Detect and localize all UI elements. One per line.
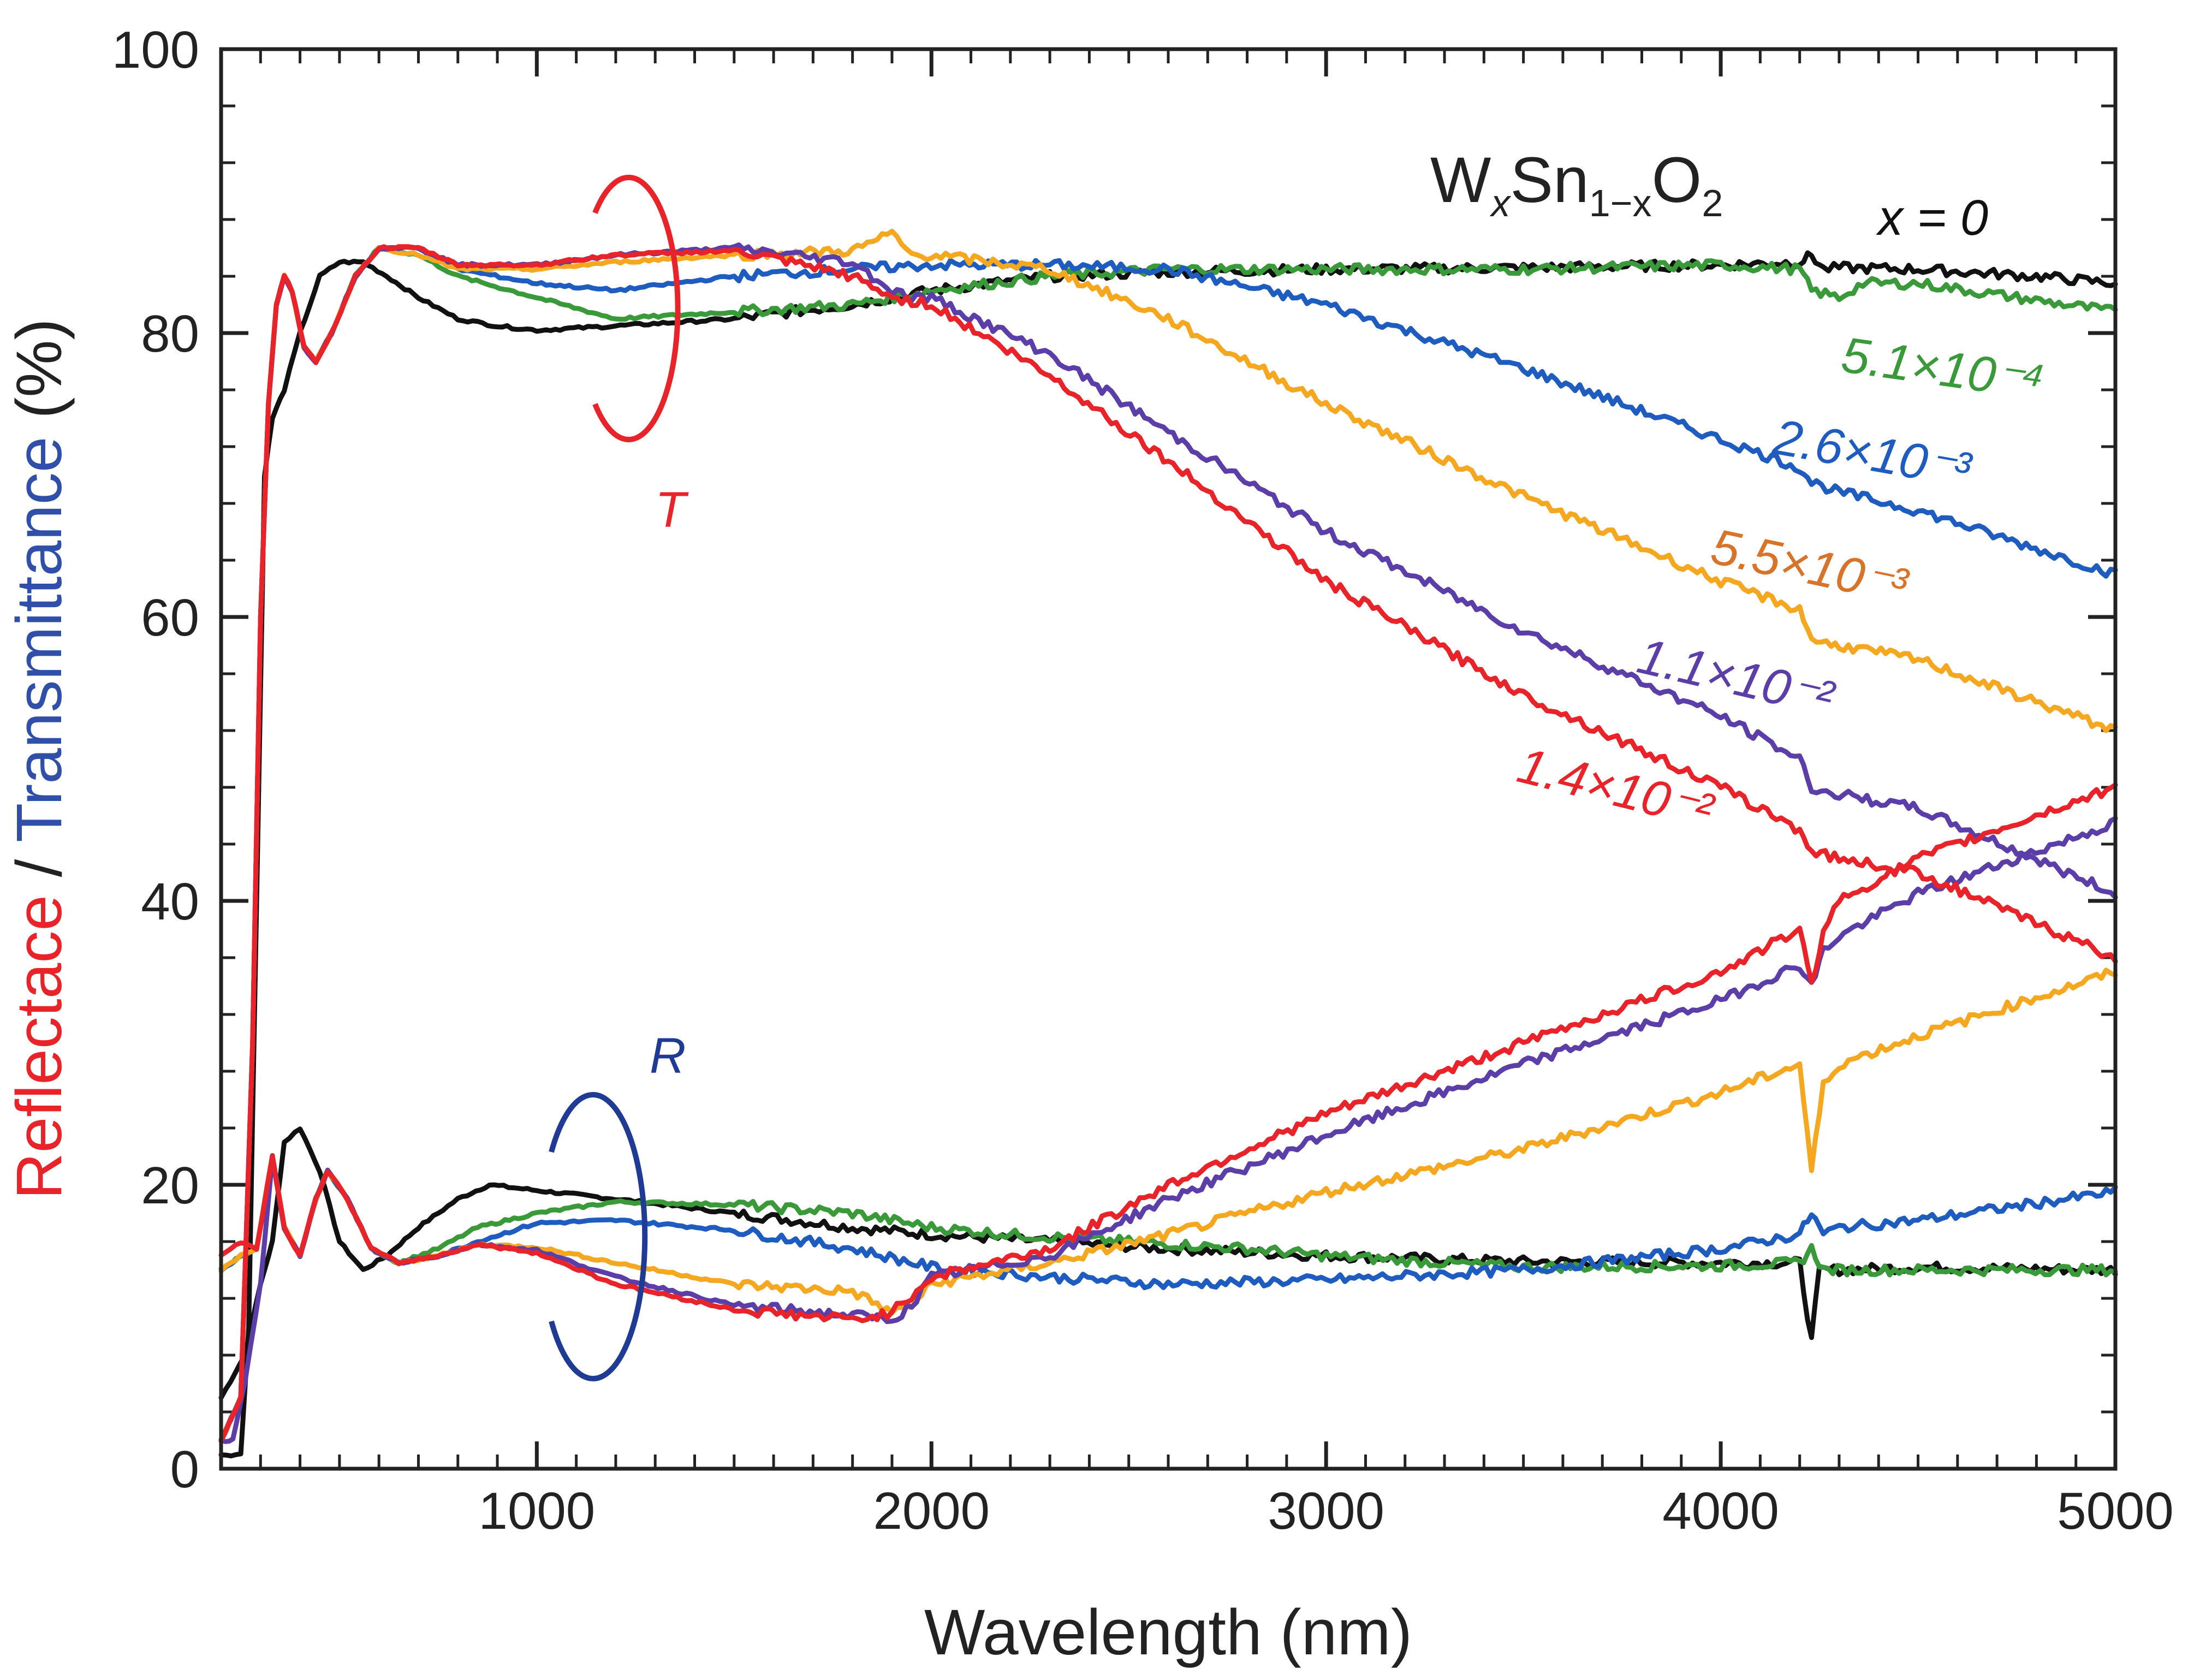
series-transmittance-line-3 xyxy=(218,229,2118,1444)
formula-sub-1mx: 1−x xyxy=(1589,182,1652,224)
series-reflectance-line-2 xyxy=(218,1153,2118,1290)
material-formula: WxSn1−xO2 xyxy=(1430,144,1723,224)
t-bracket-arc-icon xyxy=(592,175,681,442)
r-bracket-arc-icon xyxy=(549,1092,648,1381)
y-tick-label: 0 xyxy=(170,1440,199,1499)
series-transmittance-line-0 xyxy=(218,250,2118,1459)
t-annotation: T xyxy=(655,482,689,538)
y-axis-title-reflectance: Reflectace xyxy=(3,895,75,1200)
plot-frame xyxy=(219,47,2118,1471)
series-reflectance-line-5 xyxy=(218,782,2118,1323)
y-tick-label: 60 xyxy=(141,589,199,647)
x-tick-labels: 1000 2000 3000 4000 5000 xyxy=(479,1482,2174,1540)
y-axis-title: Reflectace / Transmittance (%) xyxy=(3,318,75,1199)
y-axis-title-transmittance: Transmittance xyxy=(3,437,75,842)
formula-sn: Sn xyxy=(1510,144,1589,216)
series-reflectance-line-1 xyxy=(218,1154,2118,1278)
x-tick-label: 2000 xyxy=(873,1482,990,1540)
r-annotation: R xyxy=(650,1028,686,1084)
formula-sub-2: 2 xyxy=(1702,182,1723,224)
formula-sub-x: x xyxy=(1489,182,1512,224)
formula-o: O xyxy=(1652,144,1702,216)
x-tick-label: 3000 xyxy=(1268,1482,1384,1540)
series-transmittance-line-5 xyxy=(218,244,2118,1444)
y-tick-label: 40 xyxy=(141,872,199,931)
minor-ticks xyxy=(221,49,2115,1469)
x-axis-title: Wavelength (nm) xyxy=(924,1596,1412,1669)
y-axis-title-unit: (%) xyxy=(3,318,75,436)
formula-w: W xyxy=(1430,144,1491,216)
y-tick-label: 100 xyxy=(112,21,199,79)
series-reflectance-line-4 xyxy=(218,816,2118,1444)
reflectance-bracket: R xyxy=(549,1028,686,1381)
series-group xyxy=(218,229,2118,1459)
x-tick-label: 1000 xyxy=(479,1482,596,1540)
y-tick-label: 80 xyxy=(141,305,199,363)
y-tick-label: 20 xyxy=(141,1156,199,1215)
series-label-x0: x = 0 xyxy=(1876,190,1988,246)
y-tick-labels: 0 20 40 60 80 100 xyxy=(112,21,199,1499)
x-tick-label: 5000 xyxy=(2057,1482,2174,1540)
x-tick-label: 4000 xyxy=(1662,1482,1779,1540)
y-axis-title-separator: / xyxy=(3,842,75,895)
series-transmittance-line-2 xyxy=(218,244,2118,1443)
transmittance-bracket: T xyxy=(592,175,689,538)
